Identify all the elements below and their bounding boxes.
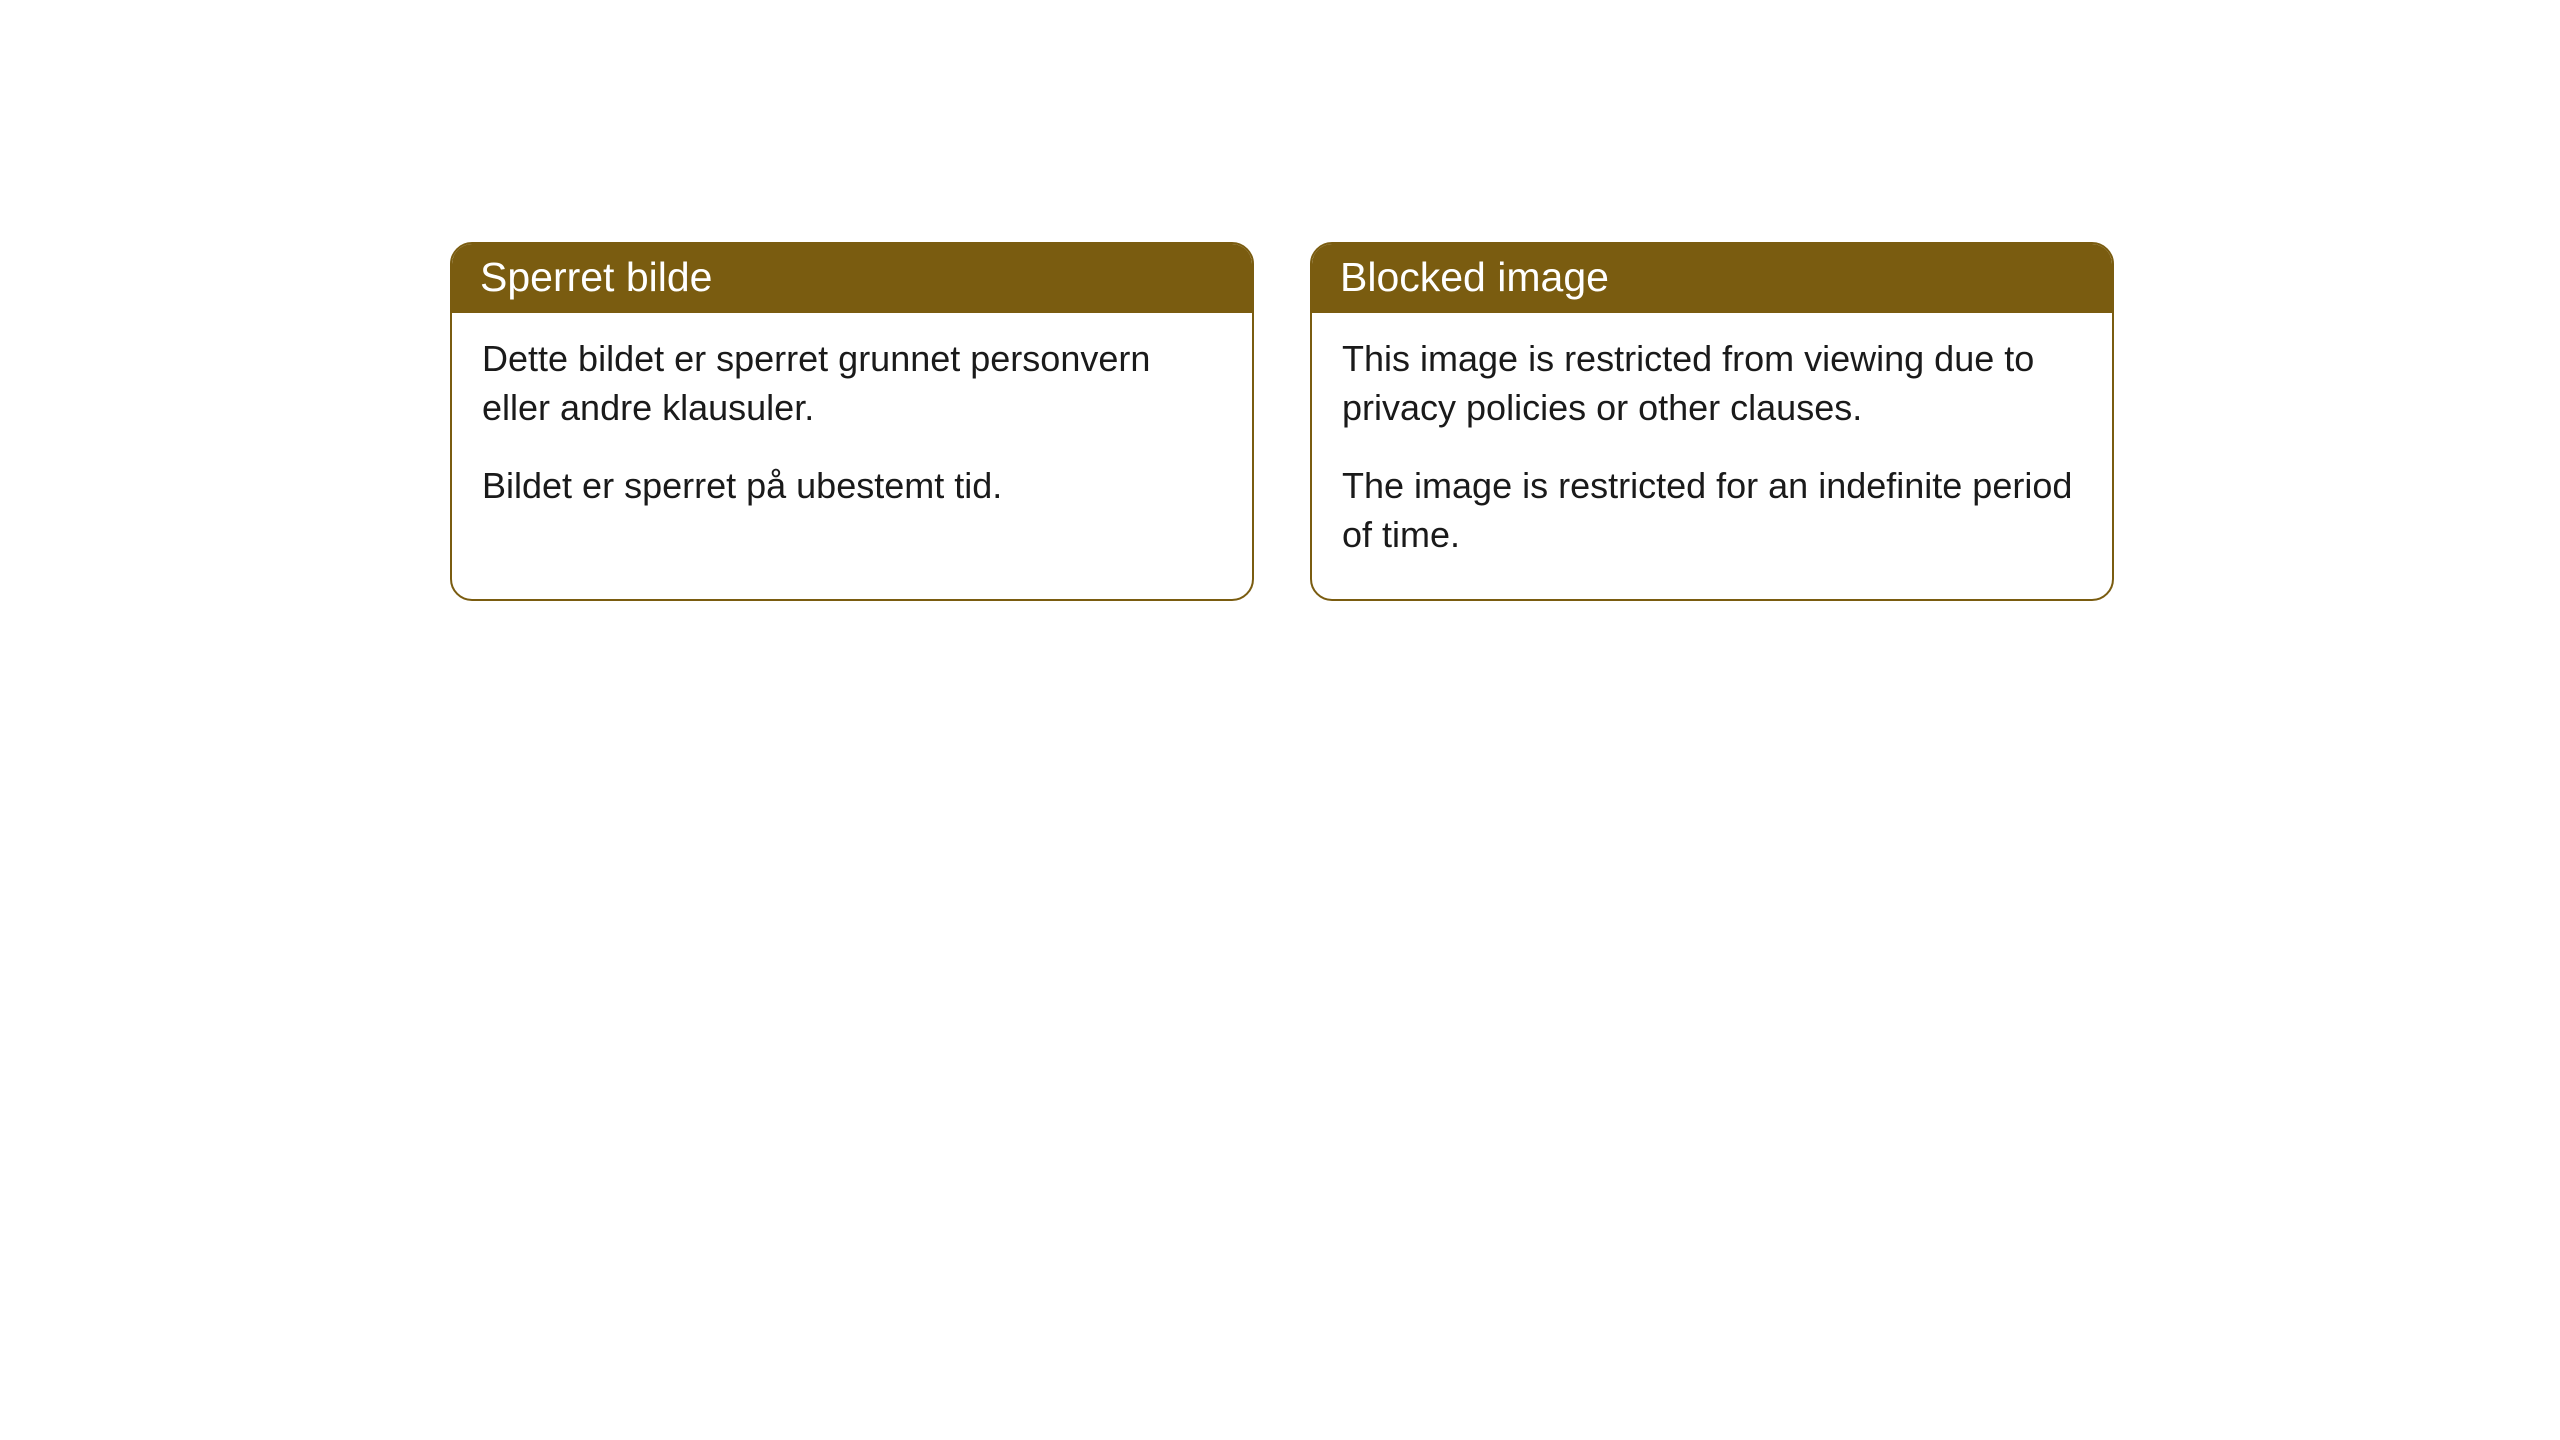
notice-cards-container: Sperret bilde Dette bildet er sperret gr… xyxy=(450,242,2114,601)
notice-card-english: Blocked image This image is restricted f… xyxy=(1310,242,2114,601)
notice-card-norwegian: Sperret bilde Dette bildet er sperret gr… xyxy=(450,242,1254,601)
notice-paragraph: This image is restricted from viewing du… xyxy=(1342,335,2082,432)
notice-paragraph: Dette bildet er sperret grunnet personve… xyxy=(482,335,1222,432)
notice-paragraph: Bildet er sperret på ubestemt tid. xyxy=(482,462,1222,511)
card-header: Sperret bilde xyxy=(452,244,1252,313)
card-body: Dette bildet er sperret grunnet personve… xyxy=(452,313,1252,551)
notice-paragraph: The image is restricted for an indefinit… xyxy=(1342,462,2082,559)
card-header: Blocked image xyxy=(1312,244,2112,313)
card-body: This image is restricted from viewing du… xyxy=(1312,313,2112,599)
